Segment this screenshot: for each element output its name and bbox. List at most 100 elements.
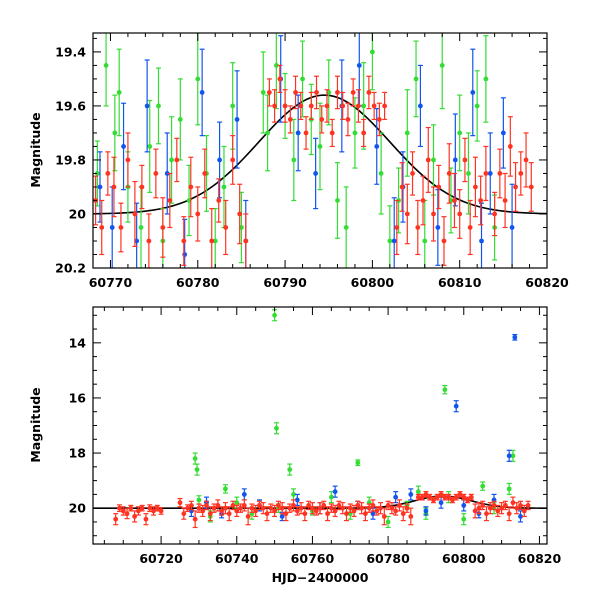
data-point-red — [287, 503, 293, 513]
data-point-red — [408, 507, 414, 526]
data-point-green — [461, 513, 467, 526]
data-point-red — [355, 500, 361, 511]
data-point-red — [105, 151, 111, 196]
data-point-red — [264, 506, 270, 522]
data-point-red — [125, 132, 131, 188]
data-point-green — [112, 94, 118, 172]
data-point-red — [132, 180, 138, 247]
data-point-blue — [356, 33, 362, 107]
data-point-red — [321, 500, 327, 511]
data-point-red — [181, 507, 187, 520]
data-point-red — [319, 105, 325, 134]
bottom-panel-full: 60720 60740 60760 60780 60800 60820 14161820 … — [28, 306, 562, 585]
data-point-red — [324, 89, 330, 123]
data-point-red — [211, 503, 217, 513]
y-tick-label: 20 — [69, 501, 87, 516]
data-point-green — [480, 481, 486, 491]
data-point-red — [188, 156, 194, 218]
data-point-red — [381, 507, 387, 526]
data-point-red — [343, 506, 349, 522]
data-point-blue — [470, 48, 476, 137]
data-point-red — [507, 116, 513, 177]
data-point-red — [118, 202, 124, 253]
data-point-green — [291, 118, 297, 202]
data-point-red — [492, 191, 498, 237]
y-tick-label: 18 — [69, 446, 86, 461]
data-point-blue — [423, 506, 429, 516]
data-point-red — [99, 199, 105, 256]
data-point-blue — [435, 189, 441, 266]
data-point-red — [497, 148, 503, 199]
data-point-red — [195, 186, 201, 242]
data-point-green — [317, 102, 323, 191]
x-tick-label: 60820 — [518, 551, 562, 566]
data-point-red — [410, 151, 416, 196]
data-point-red — [146, 213, 152, 268]
data-point-red — [347, 503, 353, 513]
data-point-red — [293, 75, 299, 110]
data-point-green — [116, 48, 122, 137]
data-point-red — [431, 186, 436, 242]
data-point-green — [272, 309, 278, 322]
data-point-red — [181, 216, 187, 266]
data-point-blue — [391, 197, 397, 268]
data-point-red — [525, 500, 531, 511]
data-point-red — [277, 64, 283, 94]
data-point-green — [378, 132, 384, 215]
bottom-y-axis: 14 16 18 20 — [69, 314, 547, 537]
top-x-axis: 60770 60780 60790 60800 60810 60820 — [89, 33, 569, 290]
data-point-blue — [217, 121, 223, 199]
bottom-data-points — [113, 309, 531, 529]
data-point-red — [314, 75, 320, 110]
bottom-y-axis-title: Magnitude — [28, 387, 43, 462]
data-point-green — [506, 482, 512, 495]
data-point-red — [241, 499, 247, 512]
data-point-blue — [461, 499, 467, 512]
data-point-red — [476, 502, 482, 515]
data-point-red — [303, 116, 309, 150]
data-point-red — [393, 506, 399, 516]
data-point-red — [167, 172, 173, 229]
data-point-blue — [234, 70, 240, 169]
data-point-red — [234, 504, 240, 518]
data-point-red — [192, 510, 198, 529]
top-panel-zoom: 60770 60780 60790 60800 60810 60820 19.419.61… — [28, 32, 569, 290]
data-point-red — [200, 504, 206, 518]
data-point-blue — [417, 64, 423, 148]
data-point-red — [491, 500, 497, 511]
data-point-blue — [121, 102, 127, 191]
data-point-red — [249, 503, 255, 513]
data-point-red — [294, 506, 300, 516]
data-point-red — [436, 164, 442, 210]
data-point-red — [147, 504, 153, 513]
data-point-red — [483, 506, 489, 522]
data-point-blue — [164, 132, 170, 215]
data-point-red — [223, 199, 229, 256]
data-point-red — [359, 502, 365, 515]
data-point-red — [266, 78, 272, 107]
data-point-red — [480, 500, 486, 511]
data-point-blue — [487, 132, 493, 215]
data-point-red — [334, 75, 340, 110]
bottom-x-axis-title: HJD−2400000 — [272, 570, 369, 585]
data-point-red — [420, 175, 426, 226]
x-tick-label: 60790 — [263, 275, 307, 290]
data-point-blue — [393, 491, 399, 504]
data-point-red — [282, 89, 288, 123]
data-point-red — [506, 506, 512, 522]
data-point-red — [502, 172, 508, 229]
data-point-red — [308, 91, 314, 121]
data-point-red — [385, 500, 391, 511]
data-point-red — [366, 503, 372, 513]
data-point-blue — [408, 488, 414, 501]
data-point-red — [272, 89, 278, 123]
data-point-red — [174, 137, 180, 183]
data-point-red — [196, 503, 202, 513]
data-point-red — [298, 502, 304, 515]
data-point-red — [518, 151, 524, 196]
data-point-green — [474, 70, 480, 142]
top-model-curve — [93, 94, 547, 215]
data-point-red — [226, 506, 232, 522]
data-point-red — [332, 504, 338, 518]
data-point-blue — [374, 108, 380, 185]
